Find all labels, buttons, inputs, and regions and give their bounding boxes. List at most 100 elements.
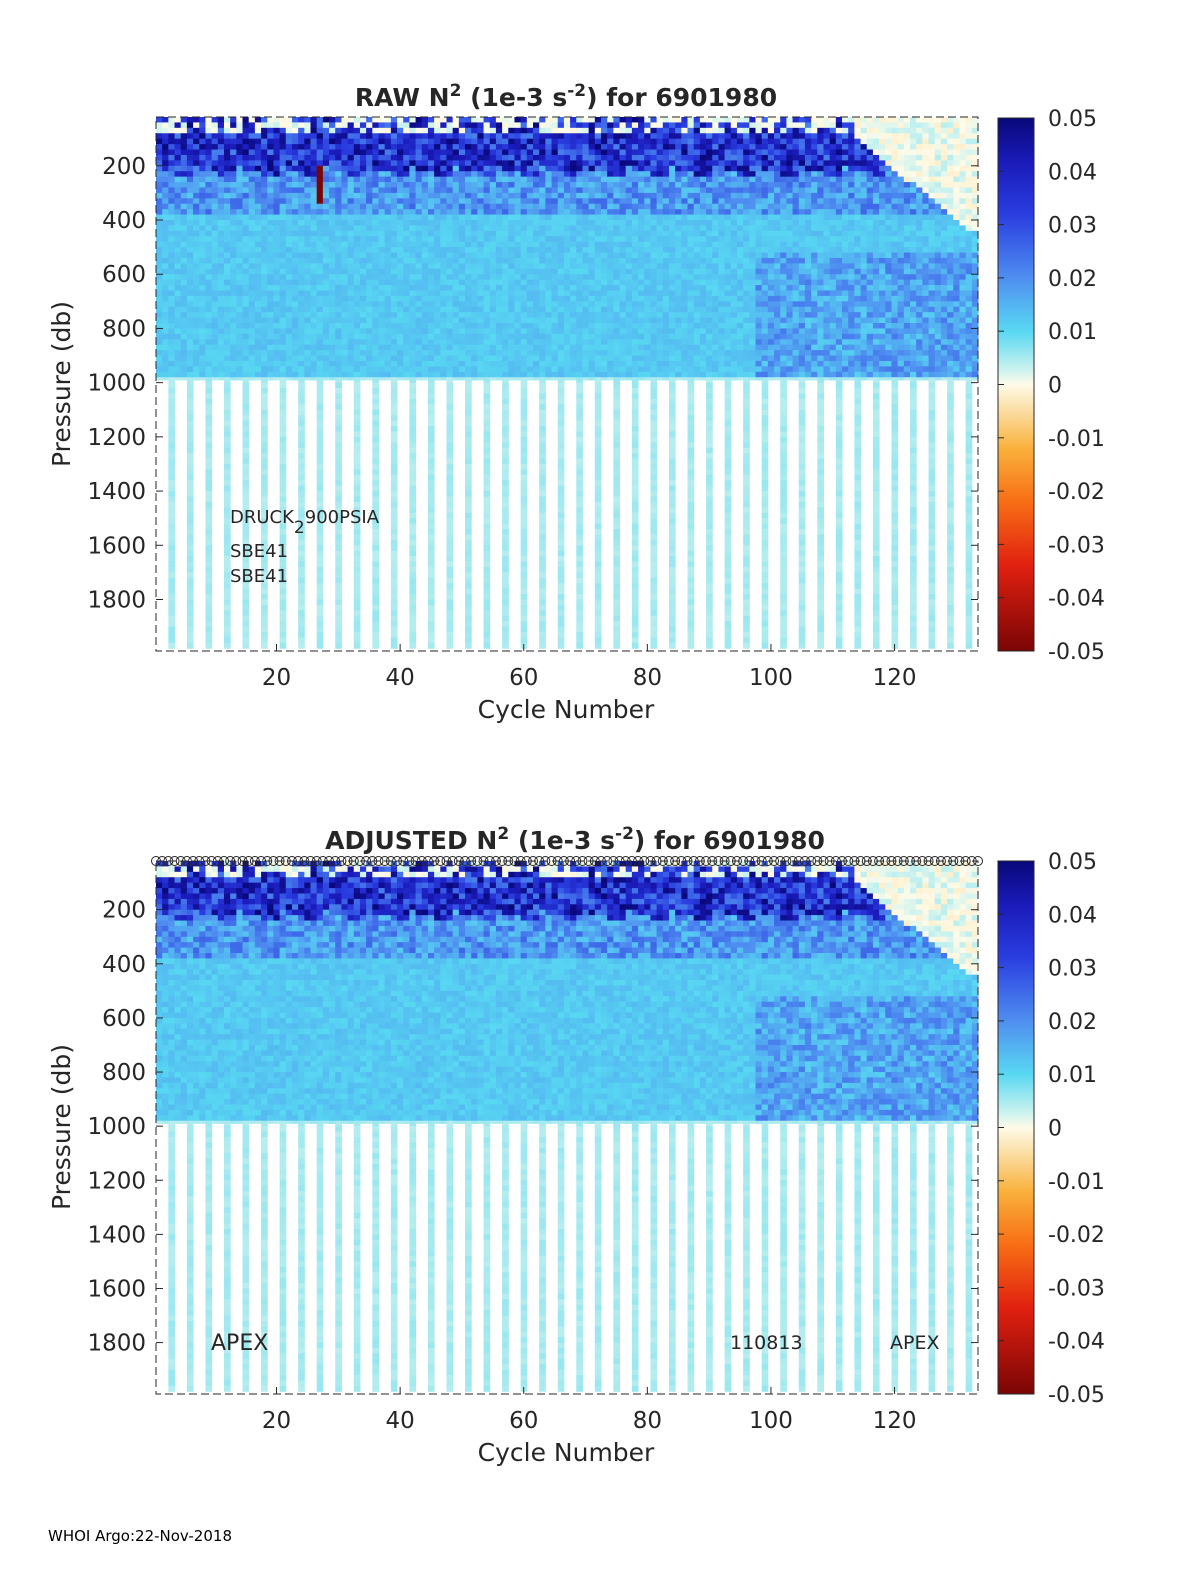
heatmap-cell [180, 257, 188, 264]
heatmap-cell [341, 122, 349, 129]
heatmap-cell [335, 632, 342, 638]
heatmap-cell [298, 192, 305, 199]
heatmap-cell [267, 301, 274, 308]
heatmap-cell [582, 323, 590, 329]
heatmap-cell [199, 301, 206, 308]
heatmap-cell [168, 306, 176, 313]
heatmap-cell [594, 637, 602, 644]
heatmap-cell [409, 458, 417, 465]
heatmap-cell [397, 122, 404, 129]
heatmap-cell [186, 171, 194, 178]
heatmap-cell [211, 154, 219, 161]
heatmap-cell [619, 366, 627, 373]
heatmap-cell [397, 182, 404, 188]
heatmap-cell [520, 501, 528, 508]
heatmap-cell [298, 182, 305, 188]
heatmap-cell [452, 285, 460, 291]
heatmap-cell [378, 127, 386, 134]
heatmap-cell [180, 171, 188, 178]
heatmap-cell [261, 534, 268, 541]
heatmap-cell [483, 295, 491, 302]
heatmap-cell [186, 285, 194, 291]
heatmap-cell [440, 355, 447, 362]
heatmap-cell [446, 295, 454, 302]
heatmap-cell [248, 268, 256, 275]
heatmap-cell [563, 360, 571, 367]
heatmap-cell [384, 306, 392, 313]
heatmap-cell [372, 382, 379, 389]
heatmap-cell [384, 236, 392, 243]
heatmap-cell [594, 328, 602, 335]
heatmap-cell [619, 117, 627, 123]
heatmap-cell [390, 117, 398, 123]
heatmap-cell [217, 312, 225, 319]
heatmap-cell [310, 138, 318, 145]
heatmap-cell [162, 220, 169, 226]
heatmap-cell [600, 366, 608, 373]
heatmap-cell [452, 360, 460, 367]
heatmap-cell [298, 236, 305, 243]
heatmap-cell [359, 171, 367, 178]
heatmap-cell [489, 333, 497, 340]
heatmap-cell [551, 149, 559, 156]
heatmap-cell [576, 431, 583, 438]
heatmap-cell [156, 279, 163, 286]
heatmap-cell [366, 328, 373, 335]
heatmap-cell [242, 144, 250, 151]
heatmap-cell [588, 236, 596, 243]
heatmap-cell [452, 220, 460, 226]
heatmap-cell [409, 436, 417, 443]
heatmap-cell [223, 404, 231, 411]
heatmap-cell [261, 426, 268, 432]
heatmap-cell [236, 171, 244, 178]
heatmap-cell [217, 192, 225, 199]
heatmap-cell [465, 529, 472, 535]
heatmap-cell [594, 165, 602, 172]
heatmap-cell [390, 160, 398, 167]
heatmap-cell [440, 263, 447, 270]
heatmap-cell [600, 182, 608, 188]
heatmap-cell [588, 360, 596, 367]
heatmap-cell [205, 539, 213, 546]
heatmap-cell [613, 409, 621, 416]
heatmap-cell [508, 171, 515, 178]
heatmap-cell [329, 209, 336, 216]
heatmap-cell [254, 295, 262, 302]
heatmap-cell [322, 355, 330, 362]
heatmap-cell [230, 257, 237, 264]
heatmap-cell [465, 474, 472, 481]
heatmap-cell [427, 599, 435, 606]
heatmap-cell [254, 241, 262, 248]
heatmap-cell [366, 160, 373, 167]
heatmap-cell [551, 154, 559, 161]
heatmap-cell [514, 171, 522, 178]
heatmap-cell [322, 317, 330, 324]
heatmap-cell [440, 306, 447, 313]
heatmap-cell [520, 523, 528, 530]
heatmap-cell [600, 257, 608, 264]
heatmap-cell [329, 187, 336, 194]
heatmap-cell [520, 198, 528, 205]
heatmap-cell [409, 621, 417, 628]
heatmap-cell [458, 182, 466, 188]
heatmap-cell [298, 577, 305, 584]
heatmap-cell [347, 355, 355, 362]
heatmap-cell [186, 442, 194, 449]
heatmap-cell [526, 317, 534, 324]
heatmap-cell [576, 426, 583, 432]
heatmap-cell [576, 198, 583, 205]
heatmap-cell [477, 252, 485, 259]
heatmap-cell [242, 529, 250, 535]
heatmap-cell [471, 154, 478, 161]
heatmap-cell [495, 371, 503, 378]
heatmap-cell [600, 198, 608, 205]
heatmap-cell [600, 214, 608, 221]
heatmap-cell [162, 144, 169, 151]
heatmap-cell [557, 621, 565, 628]
heatmap-cell [594, 550, 602, 557]
heatmap-cell [508, 182, 515, 188]
heatmap-cell [594, 556, 602, 563]
heatmap-cell [452, 230, 460, 237]
heatmap-cell [168, 626, 176, 633]
heatmap-cell [588, 209, 596, 216]
